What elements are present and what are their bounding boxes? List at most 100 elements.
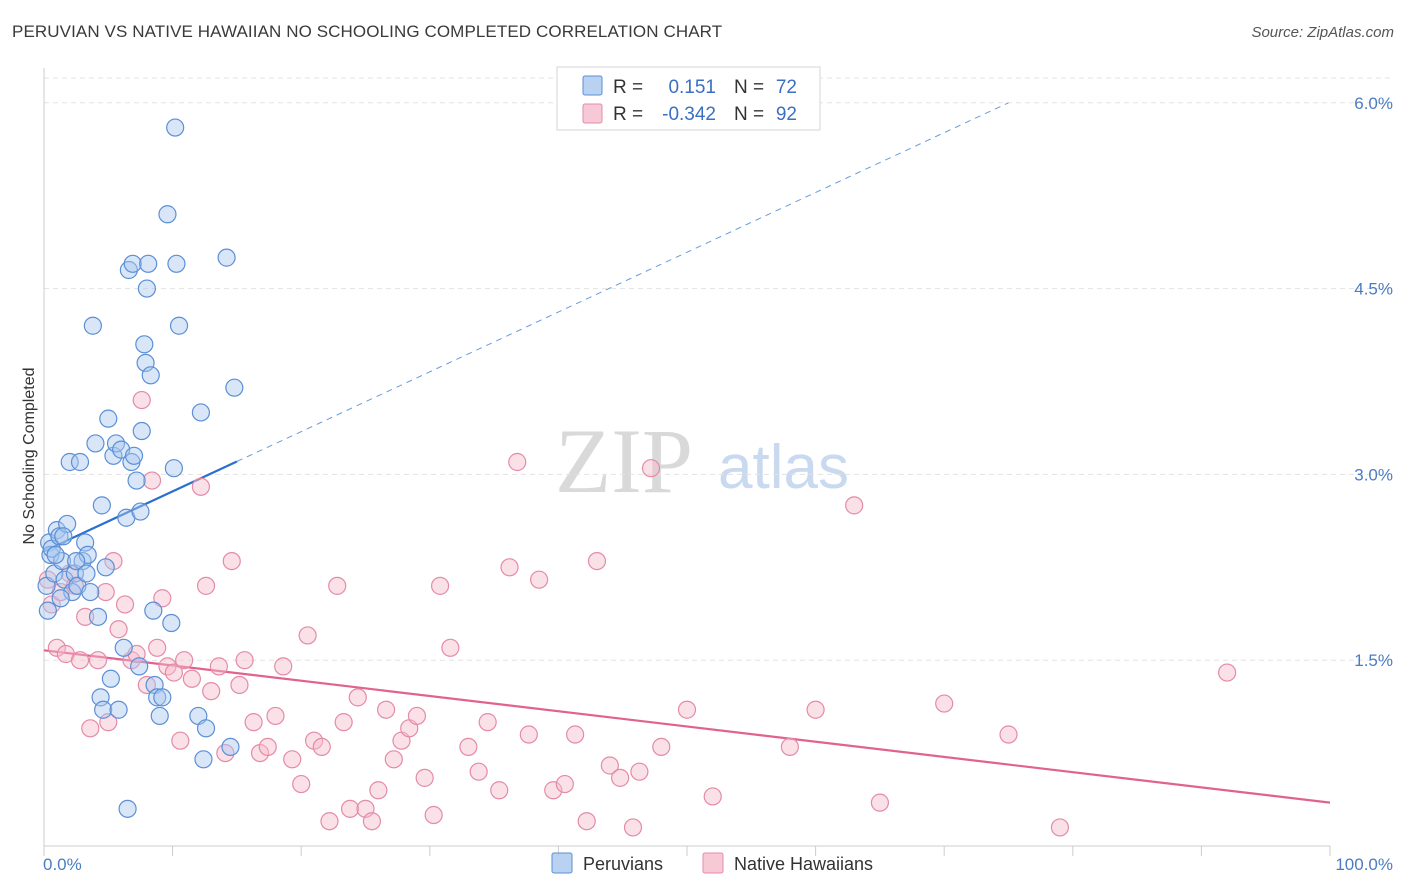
point-native-hawaiians — [703, 787, 722, 806]
point-peruvians — [81, 582, 100, 602]
point-native-hawaiians — [222, 551, 241, 571]
y-tick-label: 4.5% — [1354, 280, 1393, 299]
point-peruvians — [94, 700, 113, 719]
grid-layer: 1.5% 3.0% 4.5% 6.0% — [44, 77, 1393, 670]
point-peruvians — [132, 421, 151, 441]
point-peruvians — [124, 446, 144, 465]
point-native-hawaiians — [384, 750, 403, 769]
y-tick-label: 1.5% — [1354, 651, 1393, 670]
point-native-hawaiians — [530, 570, 549, 589]
point-native-hawaiians — [587, 551, 607, 571]
point-native-hawaiians — [362, 812, 382, 831]
point-native-hawaiians — [478, 713, 497, 732]
point-native-hawaiians — [258, 737, 277, 757]
point-native-hawaiians — [623, 818, 643, 837]
point-peruvians — [137, 279, 156, 298]
point-peruvians — [86, 434, 105, 453]
point-peruvians — [169, 316, 189, 335]
legend-r-value-native-hawaiians: -0.342 — [662, 104, 716, 125]
point-native-hawaiians — [334, 713, 353, 732]
point-native-hawaiians — [348, 688, 367, 707]
point-native-hawaiians — [96, 582, 115, 602]
point-peruvians — [164, 459, 183, 478]
point-native-hawaiians — [47, 638, 66, 657]
watermark-atlas: atlas — [718, 433, 849, 502]
point-peruvians — [135, 335, 154, 354]
point-native-hawaiians — [81, 719, 100, 738]
point-native-hawaiians — [641, 459, 661, 478]
point-native-hawaiians — [312, 737, 331, 757]
point-peruvians — [51, 589, 70, 608]
point-native-hawaiians — [519, 725, 538, 744]
legend-r-label-peruvians: R = — [613, 77, 643, 98]
point-native-hawaiians — [424, 805, 443, 825]
trend-layer — [43, 102, 1331, 804]
point-native-hawaiians — [806, 700, 825, 719]
point-peruvians — [167, 254, 186, 273]
bottom-legend-swatch-native-hawaiians — [702, 852, 724, 874]
point-native-hawaiians — [407, 706, 427, 726]
point-native-hawaiians — [196, 576, 216, 595]
point-peruvians — [78, 545, 97, 565]
point-peruvians — [141, 366, 160, 385]
point-peruvians — [67, 551, 86, 571]
point-peruvians — [46, 545, 65, 565]
point-native-hawaiians — [369, 781, 388, 800]
point-peruvians — [225, 378, 244, 397]
point-peruvians — [96, 558, 115, 577]
point-native-hawaiians — [175, 651, 194, 670]
point-peruvians — [144, 601, 163, 620]
point-peruvians — [123, 254, 142, 273]
point-native-hawaiians — [70, 651, 90, 670]
legend-n-label-native-hawaiians: N = — [734, 104, 764, 125]
point-native-hawaiians — [137, 675, 156, 695]
bottom-legend-swatch-peruvians — [551, 852, 573, 874]
point-native-hawaiians — [153, 589, 172, 608]
point-native-hawaiians — [132, 390, 151, 410]
point-native-hawaiians — [577, 812, 596, 831]
legend-n-value-native-hawaiians: 92 — [776, 104, 797, 125]
point-native-hawaiians — [244, 713, 263, 732]
point-native-hawaiians — [780, 737, 799, 757]
point-native-hawaiians — [469, 762, 488, 781]
legend-n-label-peruvians: N = — [734, 77, 764, 98]
point-native-hawaiians — [555, 774, 574, 794]
trendline-peruvians-dashed — [236, 102, 1009, 462]
point-peruvians — [38, 601, 57, 620]
point-native-hawaiians — [1050, 818, 1070, 837]
point-peruvians — [191, 403, 210, 422]
point-peruvians — [166, 118, 185, 137]
point-native-hawaiians — [235, 651, 254, 670]
point-peruvians — [54, 527, 73, 546]
point-native-hawaiians — [283, 750, 302, 769]
point-native-hawaiians — [677, 700, 697, 719]
legend-n-value-peruvians: 72 — [776, 77, 797, 98]
point-peruvians — [148, 688, 167, 707]
trendline-peruvians-solid — [43, 460, 238, 553]
y-axis-title: No Schooling Completed — [21, 368, 38, 545]
point-peruvians — [221, 737, 240, 757]
point-peruvians — [162, 613, 181, 633]
point-peruvians — [194, 750, 213, 769]
point-native-hawaiians — [320, 812, 339, 831]
point-native-hawaiians — [209, 657, 228, 676]
point-native-hawaiians — [376, 700, 396, 719]
legend-swatch-peruvians — [582, 75, 603, 96]
legend-r-label-native-hawaiians: R = — [613, 104, 643, 125]
point-peruvians — [131, 502, 150, 521]
point-native-hawaiians — [340, 799, 360, 818]
point-native-hawaiians — [845, 496, 864, 515]
point-peruvians — [77, 564, 96, 583]
point-peruvians — [118, 799, 137, 818]
point-native-hawaiians — [171, 731, 190, 750]
point-native-hawaiians — [191, 477, 210, 496]
point-peruvians — [70, 452, 90, 472]
point-peruvians — [109, 700, 128, 719]
watermark-zip: ZIP — [555, 410, 693, 512]
point-peruvians — [127, 471, 146, 490]
point-native-hawaiians — [935, 694, 954, 713]
point-native-hawaiians — [544, 781, 563, 800]
point-peruvians — [130, 657, 149, 676]
point-native-hawaiians — [115, 595, 135, 614]
